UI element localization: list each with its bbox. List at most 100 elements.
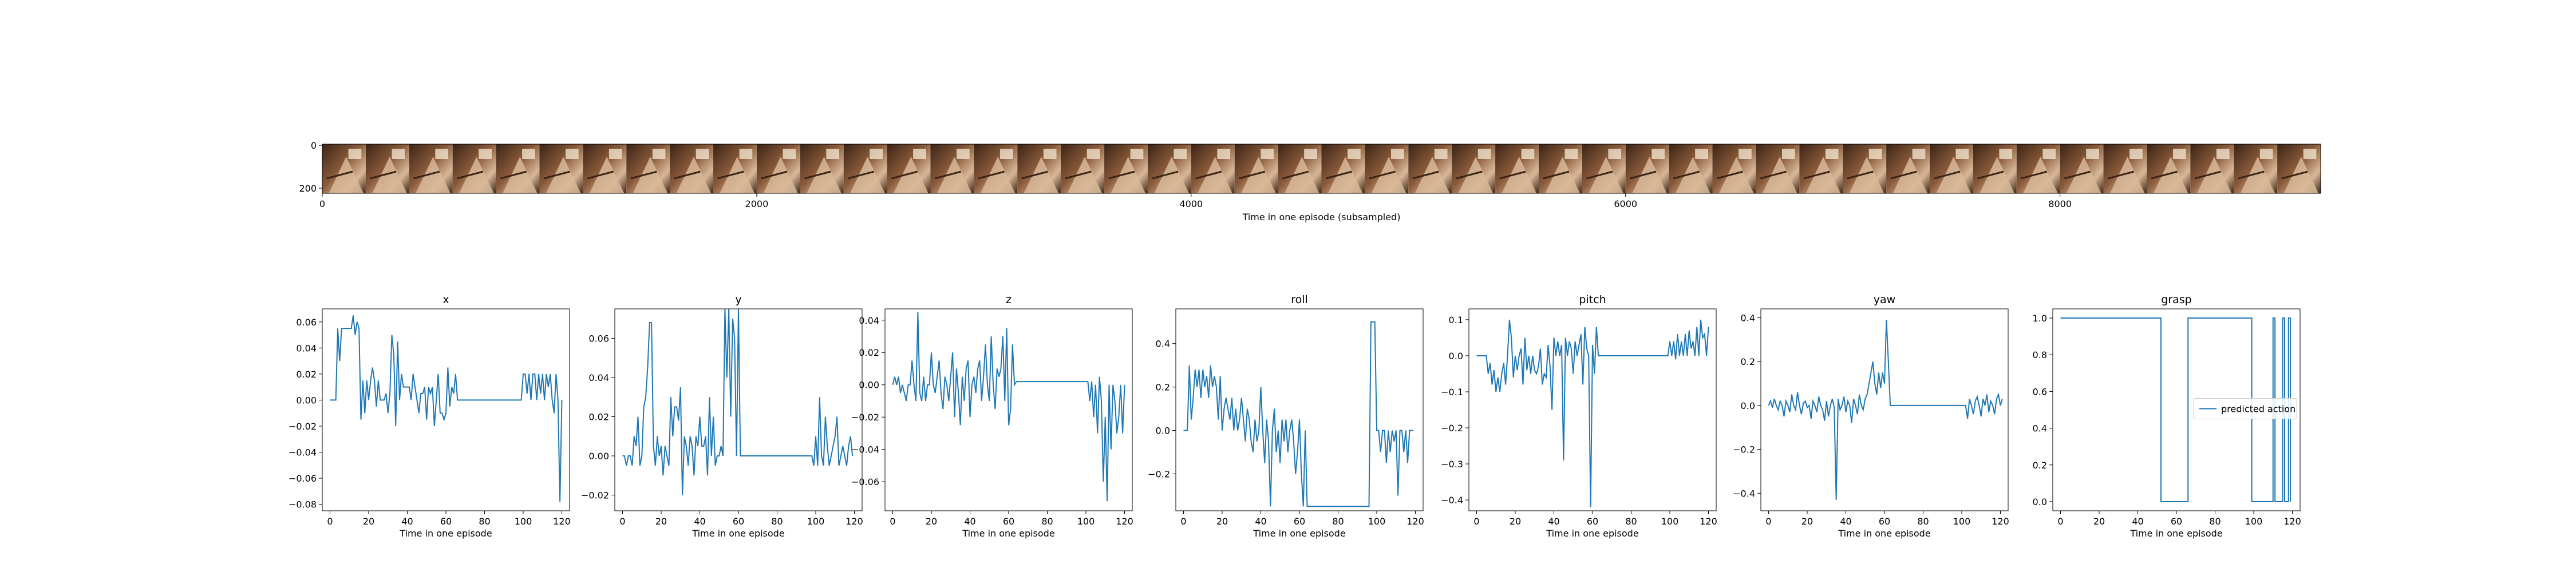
y-tick-label: 0.04 (296, 343, 317, 353)
x-axis-label: Time in one episode (692, 528, 784, 539)
strip-frame (1756, 144, 1800, 193)
y-tick-label: 0.00 (859, 380, 879, 391)
strip-x-tick-label: 4000 (1179, 198, 1203, 209)
x-tick-label: 120 (1992, 516, 2009, 527)
frame-highlight (783, 149, 796, 159)
x-tick-label: 0 (2057, 516, 2063, 527)
x-tick-label: 80 (479, 516, 490, 527)
frame-object (1327, 157, 1363, 193)
frame-gripper (1456, 170, 1483, 180)
frame-object (1024, 157, 1059, 193)
x-tick-label: 80 (1332, 516, 1344, 527)
strip-frame-border (322, 144, 2321, 194)
strip-frame (2277, 144, 2321, 193)
y-tick-label: 0.02 (859, 347, 879, 358)
frame-highlight (1434, 149, 1448, 159)
frame-gripper (1412, 170, 1439, 180)
frame-highlight (1130, 149, 1144, 159)
panel-title: roll (1291, 293, 1308, 306)
axes-frame (322, 308, 570, 511)
frame-gripper (1716, 170, 1744, 180)
strip-frame (365, 144, 409, 193)
y-tick-label: −0.1 (1441, 387, 1463, 398)
panel-title: grasp (2161, 293, 2191, 306)
frame-gripper (1195, 170, 1222, 180)
x-tick-label: 0 (1473, 516, 1479, 527)
frame-object (720, 157, 755, 193)
frame-object (372, 157, 407, 193)
frame-highlight (1781, 149, 1795, 159)
axes-frame (884, 308, 1133, 511)
frame-object (763, 157, 799, 193)
y-tick-label: −0.2 (1733, 444, 1755, 455)
frame-object (1545, 157, 1581, 193)
x-tick-label: 60 (1294, 516, 1305, 527)
x-tick-label: 60 (1587, 516, 1598, 527)
frame-highlight (2216, 149, 2230, 159)
frame-gripper (847, 170, 875, 180)
strip-frame (452, 144, 496, 193)
strip-frame (1191, 144, 1235, 193)
x-tick-label: 40 (1255, 516, 1266, 527)
frame-highlight (1608, 149, 1622, 159)
panel-roll: roll 0 20 40 60 80 100 120 −0.2 0.0 0.2 0.4 Time in … (1148, 293, 1424, 539)
frame-highlight (1043, 149, 1057, 159)
frame-gripper (456, 170, 484, 180)
frame-gripper (1499, 170, 1526, 180)
strip-frame (930, 144, 974, 193)
frame-highlight (1390, 149, 1404, 159)
strip-frame (2234, 144, 2278, 193)
frame-object (1415, 157, 1450, 193)
frame-gripper (1847, 170, 1874, 180)
frame-gripper (2064, 170, 2091, 180)
frame-object (893, 157, 929, 193)
x-tick-label: 60 (1879, 516, 1890, 527)
x-tick-label: 100 (1077, 516, 1095, 527)
frame-highlight (739, 149, 753, 159)
frame-object (1936, 157, 1971, 193)
series-line (2060, 317, 2291, 502)
x-tick-label: 20 (926, 516, 937, 527)
frame-gripper (761, 170, 788, 180)
frame-object (416, 157, 451, 193)
x-tick-label: 20 (2093, 516, 2105, 527)
strip-frame (887, 144, 931, 193)
frame-object (1718, 157, 1754, 193)
y-tick-label: 0.2 (1156, 382, 1170, 393)
x-tick-label: 20 (1510, 516, 1521, 527)
frame-object (546, 157, 581, 193)
y-tick-label: 0.06 (296, 317, 317, 328)
frame-object (1111, 157, 1146, 193)
frame-object (1458, 157, 1494, 193)
x-tick-label: 20 (1216, 516, 1228, 527)
frame-gripper (1325, 170, 1353, 180)
strip-frame (1886, 144, 1930, 193)
frame-object (1154, 157, 1190, 193)
y-tick-label: 0.2 (1741, 356, 1755, 367)
strip-x-tick-label: 6000 (1614, 198, 1637, 209)
strip-frame (1538, 144, 1582, 193)
strip-frame (1408, 144, 1452, 193)
strip-frame (1278, 144, 1322, 193)
panel-pitch: pitch 0 20 40 60 80 100 120 −0.4 −0.3 −0.2 −0.1 0.0 0… (1441, 293, 1717, 539)
x-axis-label: Time in one episode (2129, 528, 2222, 539)
y-tick-label: 0.6 (2033, 386, 2047, 397)
x-tick-label: 20 (655, 516, 667, 527)
frame-object (807, 157, 841, 193)
frame-gripper (1934, 170, 1961, 180)
panel-title: pitch (1579, 293, 1606, 306)
frame-object (1893, 157, 1928, 193)
frame-gripper (1890, 170, 1917, 180)
x-tick-label: 20 (1801, 516, 1813, 527)
strip-frame (626, 144, 670, 193)
frame-gripper (891, 170, 918, 180)
y-tick-label: −0.08 (289, 499, 317, 510)
frame-gripper (370, 170, 397, 180)
strip-frame (2103, 144, 2147, 193)
y-tick-label: 0.1 (1449, 315, 1463, 325)
frame-highlight (696, 149, 709, 159)
y-tick-label: −0.2 (1148, 468, 1170, 479)
x-axis-label: Time in one episode (1546, 528, 1638, 539)
frame-highlight (870, 149, 883, 159)
